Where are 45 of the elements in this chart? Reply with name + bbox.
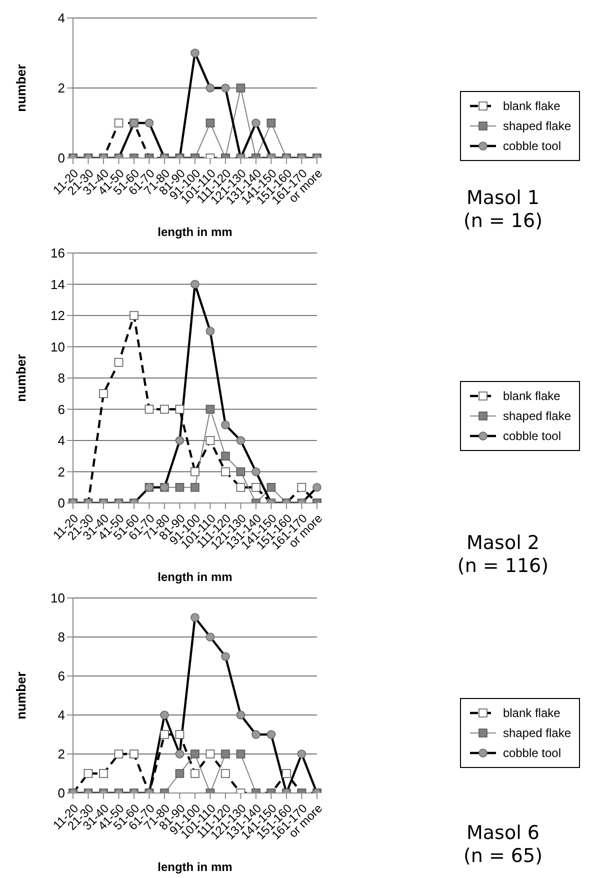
point (266, 118, 276, 128)
point (236, 467, 246, 476)
legend-label: shaped flake (502, 408, 571, 422)
text: Masol 2 (n = 116) (456, 532, 550, 578)
y-tick-label: 2 (58, 746, 65, 762)
y-tick-label: 12 (50, 308, 65, 324)
y-tick-label: 10 (50, 590, 65, 606)
y-tick-label: 0 (58, 150, 65, 166)
x-axis-title: length in mm (158, 570, 232, 584)
legend-label: cobble tool (502, 138, 561, 152)
legend-label: cobble tool (502, 428, 561, 442)
x-axis-title: length in mm (158, 225, 232, 239)
point (206, 404, 215, 414)
point (206, 118, 215, 128)
legend-label: blank flake (502, 706, 560, 720)
point (236, 84, 246, 92)
text: Masol 6 (n = 65) (462, 822, 544, 868)
y-tick-label: 14 (50, 276, 65, 292)
legend-label: cobble tool (502, 746, 561, 760)
legend-label: blank flake (502, 388, 560, 402)
point (190, 482, 200, 492)
y-tick-label: 4 (58, 10, 65, 26)
y-tick-label: 0 (58, 496, 65, 511)
text: Masol 1 (n = 16) (462, 187, 544, 233)
y-tick-label: 4 (58, 433, 65, 448)
y-tick-label: 16 (50, 246, 65, 261)
y-tick-label: 8 (58, 370, 65, 386)
point (175, 482, 184, 492)
y-tick-label: 2 (58, 464, 65, 480)
y-tick-label: 4 (58, 708, 65, 723)
y-axis-title: number (14, 354, 29, 402)
y-tick-label: 10 (50, 339, 65, 354)
legend-label: shaped flake (502, 118, 571, 132)
y-axis-title: number (14, 64, 29, 112)
legend-label: shaped flake (502, 726, 571, 740)
y-tick-label: 6 (58, 668, 65, 684)
point (221, 452, 230, 461)
y-tick-label: 8 (58, 630, 65, 645)
y-tick-label: 0 (58, 786, 65, 801)
y-tick-label: 2 (58, 80, 65, 96)
point (266, 482, 276, 492)
y-axis-title: number (14, 672, 29, 720)
x-axis-title: length in mm (158, 860, 232, 874)
legend-label: blank flake (502, 98, 560, 112)
y-tick-label: 6 (58, 402, 65, 417)
